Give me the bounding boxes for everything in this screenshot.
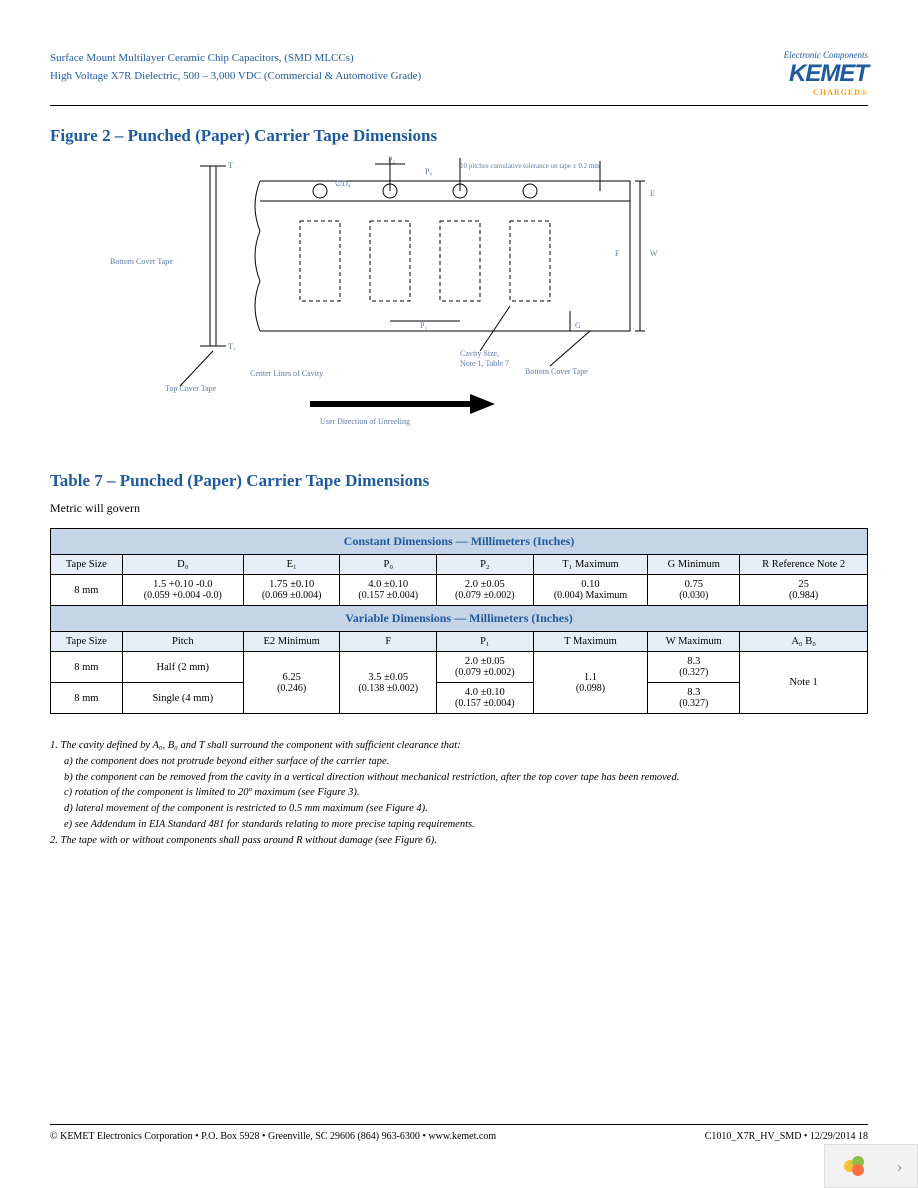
th-r: R Reference Note 2 [740, 555, 868, 575]
th-g: G Minimum [648, 555, 740, 575]
nav-widget[interactable]: › [824, 1144, 918, 1188]
cell-f: 3.5 ±0.05(0.138 ±0.002) [340, 652, 437, 714]
note-1e: e) see Addendum in EIA Standard 481 for … [64, 817, 868, 833]
cell-d0: 1.5 +0.10 -0.0(0.059 +0.004 -0.0) [122, 575, 243, 606]
cell-p0: 4.0 ±0.10(0.157 ±0.004) [340, 575, 437, 606]
th-d0: D₀ [122, 555, 243, 575]
kemet-logo: Electronic Components KEMET CHARGED® [784, 50, 868, 97]
cell-vp1-2: 4.0 ±0.10(0.157 ±0.004) [437, 683, 534, 714]
th-w: W Maximum [648, 632, 740, 652]
label-T: T [228, 161, 233, 170]
th-t1: T₁ Maximum [533, 555, 648, 575]
header-line2: High Voltage X7R Dielectric, 500 – 3,000… [50, 68, 421, 86]
section-variable: Variable Dimensions — Millimeters (Inche… [51, 606, 868, 632]
label-cavity: Cavity Size, [460, 349, 499, 358]
note-1b: b) the component can be removed from the… [64, 770, 868, 786]
note-1d: d) lateral movement of the component is … [64, 801, 868, 817]
section-constant: Constant Dimensions — Millimeters (Inche… [51, 529, 868, 555]
cell-ab: Note 1 [740, 652, 868, 714]
cell-tmax: 1.1(0.098) [533, 652, 648, 714]
cell-e2: 6.25(0.246) [243, 652, 340, 714]
th-ab: A₀ B₀ [740, 632, 868, 652]
cell-g: 0.75(0.030) [648, 575, 740, 606]
logo-tagline: Electronic Components [784, 50, 868, 60]
cell-pitch2: Single (4 mm) [122, 683, 243, 714]
cell-w1: 8.3(0.327) [648, 652, 740, 683]
label-bottom-cover2: Bottom Cover Tape [525, 367, 588, 376]
table-title: Table 7 – Punched (Paper) Carrier Tape D… [50, 471, 868, 491]
th-vsize: Tape Size [51, 632, 123, 652]
th-t: T Maximum [533, 632, 648, 652]
th-vp1: P₁ [437, 632, 534, 652]
logo-sub: CHARGED® [784, 88, 868, 97]
note-1a: a) the component does not protrude beyon… [64, 754, 868, 770]
label-p2: P₂ [388, 156, 395, 164]
cell-vsize2: 8 mm [51, 683, 123, 714]
th-p2: P₂ [437, 555, 534, 575]
cell-t1: 0.10(0.004) Maximum [533, 575, 648, 606]
logo-main: KEMET [784, 60, 868, 88]
label-top-cover: Top Cover Tape [165, 384, 217, 393]
cell-r: 25(0.984) [740, 575, 868, 606]
cell-e1: 1.75 ±0.10(0.069 ±0.004) [243, 575, 340, 606]
cell-vsize1: 8 mm [51, 652, 123, 683]
notes-block: 1. The cavity defined by A₀, B₀ and T sh… [50, 738, 868, 848]
th-f: F [340, 632, 437, 652]
label-p1: P₁ [420, 321, 427, 330]
label-direction: User Direction of Unreeling [320, 417, 410, 426]
label-center-lines: Center Lines of Cavity [250, 369, 323, 378]
label-po: P₀ [425, 167, 432, 176]
figure-diagram: T T₁ Bottom Cover Tape Top Cover Tape Ce… [110, 156, 868, 441]
note-2: 2. The tape with or without components s… [50, 833, 868, 849]
var-row-1: 8 mm Half (2 mm) 6.25(0.246) 3.5 ±0.05(0… [51, 652, 868, 683]
cell-pitch1: Half (2 mm) [122, 652, 243, 683]
th-pitch: Pitch [122, 632, 243, 652]
const-row: 8 mm 1.5 +0.10 -0.0(0.059 +0.004 -0.0) 1… [51, 575, 868, 606]
label-note1: Note 1, Table 7 [460, 359, 509, 368]
label-tolerance: 10 pitches cumulative tolerance on tape … [460, 162, 600, 170]
nav-logo-icon [840, 1152, 868, 1180]
th-e1: E₁ [243, 555, 340, 575]
cell-p2: 2.0 ±0.05(0.079 ±0.002) [437, 575, 534, 606]
label-bottom-cover: Bottom Cover Tape [110, 257, 173, 266]
cell-vp1-1: 2.0 ±0.05(0.079 ±0.002) [437, 652, 534, 683]
cell-w2: 8.3(0.327) [648, 683, 740, 714]
page-footer: © KEMET Electronics Corporation • P.O. B… [50, 1124, 868, 1142]
label-T1: T₁ [228, 342, 236, 351]
figure-title: Figure 2 – Punched (Paper) Carrier Tape … [50, 126, 868, 146]
th-e2: E2 Minimum [243, 632, 340, 652]
note-1: 1. The cavity defined by A₀, B₀ and T sh… [50, 738, 868, 754]
table-subtitle: Metric will govern [50, 501, 868, 516]
page-header: Surface Mount Multilayer Ceramic Chip Ca… [50, 50, 868, 106]
footer-left: © KEMET Electronics Corporation • P.O. B… [50, 1131, 496, 1142]
header-line1: Surface Mount Multilayer Ceramic Chip Ca… [50, 50, 421, 68]
th-size: Tape Size [51, 555, 123, 575]
label-do: ∅D₀ [335, 179, 351, 188]
label-e: E [650, 189, 655, 198]
label-g: G [575, 321, 581, 330]
note-1c: c) rotation of the component is limited … [64, 785, 868, 801]
label-w: W [650, 249, 658, 258]
label-f: F [615, 249, 620, 258]
dimensions-table: Constant Dimensions — Millimeters (Inche… [50, 528, 868, 714]
th-p0: P₀ [340, 555, 437, 575]
chevron-right-icon[interactable]: › [897, 1156, 903, 1177]
cell-size: 8 mm [51, 575, 123, 606]
footer-right: C1010_X7R_HV_SMD • 12/29/2014 18 [705, 1131, 868, 1142]
header-text: Surface Mount Multilayer Ceramic Chip Ca… [50, 50, 421, 85]
